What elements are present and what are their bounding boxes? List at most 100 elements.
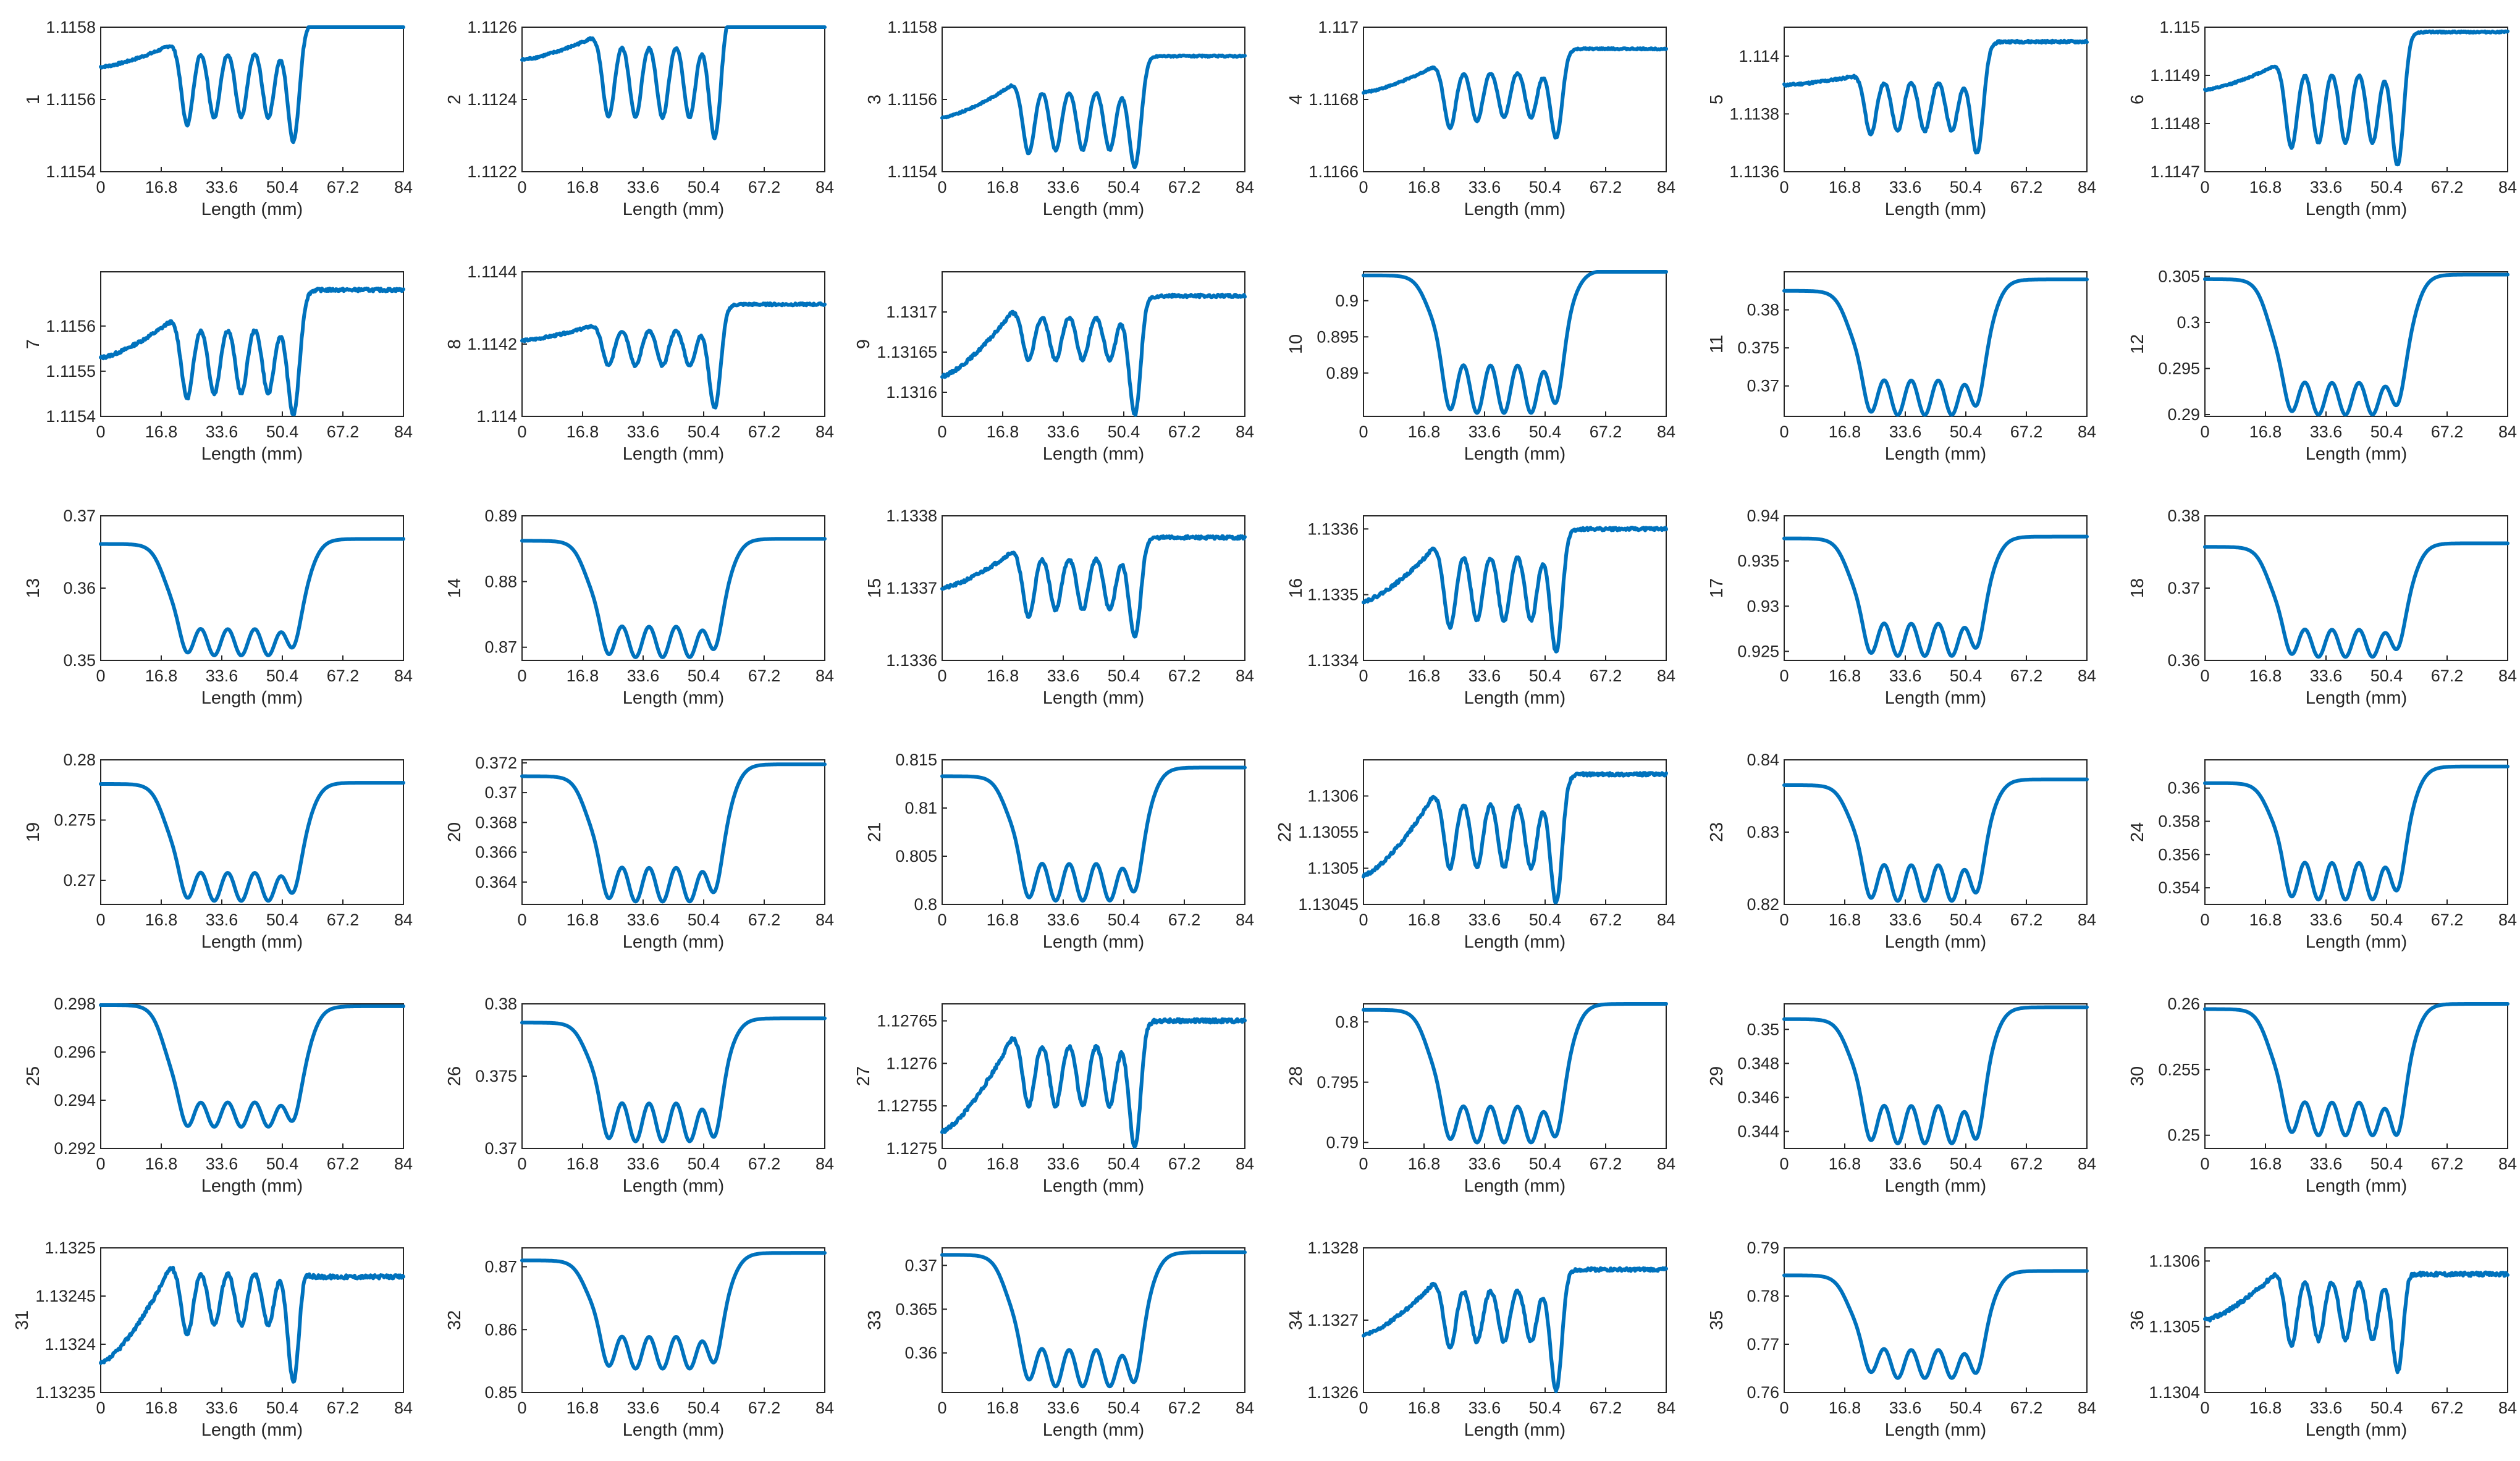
- y-axis-label: 15: [865, 578, 885, 598]
- series-line: [99, 1003, 405, 1129]
- y-tick-label: 0.36: [2167, 651, 2200, 670]
- x-tick-label: 33.6: [206, 1399, 238, 1417]
- x-tick-label: 16.8: [1408, 667, 1441, 685]
- x-tick-label: 84: [1236, 1399, 1254, 1417]
- subplot-15: 0 16.8 33.6 50.4 67.2 84 1.1336 1.1337 1.1338 15 L…: [865, 507, 1254, 708]
- y-axis-label: 9: [854, 339, 874, 349]
- x-tick-label: 16.8: [987, 1399, 1019, 1417]
- subplot-23: 0 16.8 33.6 50.4 67.2 84 0.82 0.83 0.84 23 Length …: [1707, 751, 2096, 952]
- x-tick-label: 84: [815, 667, 834, 685]
- x-tick-label: 33.6: [1047, 423, 1080, 441]
- y-axis-label: 23: [1707, 822, 1727, 842]
- x-tick-label: 50.4: [1950, 423, 1983, 441]
- y-tick-label: 1.12765: [877, 1012, 937, 1030]
- subplot-26: 0 16.8 33.6 50.4 67.2 84 0.37 0.375 0.38 26 Length…: [445, 995, 834, 1196]
- subplot-8: 0 16.8 33.6 50.4 67.2 84 1.114 1.1142 1.1144 8 Len…: [445, 263, 834, 464]
- x-tick-label: 67.2: [2010, 1399, 2043, 1417]
- y-tick-label: 0.366: [475, 843, 517, 862]
- y-tick-label: 0.375: [1737, 339, 1779, 357]
- x-axis-label: Length (mm): [1464, 1176, 1566, 1196]
- x-tick-label: 33.6: [1469, 178, 1501, 196]
- x-tick-label: 33.6: [1469, 911, 1501, 929]
- y-tick-label: 1.13165: [877, 343, 937, 361]
- x-tick-label: 84: [815, 178, 834, 196]
- x-tick-label: 16.8: [1408, 1155, 1441, 1173]
- x-tick-label: 84: [1236, 911, 1254, 929]
- subplot-6: 0 16.8 33.6 50.4 67.2 84 1.1147 1.1148 1.1149 1.1…: [2128, 18, 2517, 219]
- y-tick-label: 1.1324: [44, 1335, 96, 1354]
- x-tick-label: 0: [96, 1155, 105, 1173]
- axes-box: [2204, 515, 2508, 661]
- y-axis-label: 12: [2128, 334, 2147, 354]
- series-line: [940, 53, 1247, 169]
- series-line: [99, 537, 405, 657]
- x-tick-label: 84: [394, 178, 413, 196]
- y-tick-label: 1.1158: [46, 18, 96, 36]
- axes-box: [521, 271, 825, 417]
- y-tick-label: 1.1337: [886, 579, 937, 597]
- x-tick-label: 33.6: [1047, 667, 1080, 685]
- y-axis-label: 31: [12, 1310, 32, 1330]
- x-tick-label: 16.8: [987, 911, 1019, 929]
- x-tick-label: 16.8: [987, 1155, 1019, 1173]
- y-axis-label: 4: [1286, 95, 1306, 104]
- subplot-27: 0 16.8 33.6 50.4 67.2 84 1.1275 1.12755 1.1276 1.…: [854, 1003, 1254, 1196]
- y-tick-label: 0.36: [63, 579, 96, 597]
- x-tick-label: 67.2: [327, 423, 360, 441]
- x-tick-label: 33.6: [206, 178, 238, 196]
- y-axis-label: 22: [1275, 822, 1295, 842]
- x-tick-label: 16.8: [1408, 911, 1441, 929]
- x-tick-label: 0: [96, 667, 105, 685]
- series-line: [1362, 46, 1668, 140]
- y-axis-label: 26: [445, 1066, 465, 1086]
- y-tick-label: 1.1144: [467, 263, 517, 281]
- x-tick-label: 84: [2078, 1155, 2096, 1173]
- y-tick-label: 0.35: [63, 651, 96, 670]
- x-axis-label: Length (mm): [201, 444, 303, 464]
- x-axis-label: Length (mm): [1885, 688, 1986, 708]
- y-tick-label: 0.26: [2167, 995, 2200, 1013]
- y-tick-label: 1.1148: [2150, 114, 2200, 133]
- x-axis-label: Length (mm): [2306, 444, 2407, 464]
- x-tick-label: 16.8: [1408, 423, 1441, 441]
- y-tick-label: 1.1305: [1307, 859, 1359, 878]
- subplot-28: 0 16.8 33.6 50.4 67.2 84 0.79 0.795 0.8 28 Length …: [1286, 1002, 1675, 1196]
- x-tick-label: 50.4: [688, 667, 720, 685]
- x-tick-label: 0: [517, 178, 526, 196]
- x-tick-label: 50.4: [688, 1155, 720, 1173]
- y-tick-label: 0.85: [484, 1383, 517, 1402]
- y-tick-label: 1.1156: [46, 317, 96, 335]
- x-axis-label: Length (mm): [201, 932, 303, 952]
- x-tick-label: 33.6: [1889, 423, 1922, 441]
- axes-box: [2204, 759, 2508, 905]
- y-tick-label: 0.305: [2158, 267, 2200, 285]
- x-tick-label: 0: [1779, 1399, 1789, 1417]
- x-tick-label: 33.6: [1889, 1399, 1922, 1417]
- y-tick-label: 0.89: [484, 507, 517, 525]
- x-tick-label: 16.8: [567, 1155, 599, 1173]
- x-tick-label: 50.4: [266, 423, 299, 441]
- x-tick-label: 67.2: [1590, 911, 1622, 929]
- x-tick-label: 84: [1657, 423, 1675, 441]
- x-axis-label: Length (mm): [1885, 1176, 1986, 1196]
- series-line: [99, 287, 405, 416]
- y-tick-label: 0.86: [484, 1320, 517, 1339]
- y-tick-label: 0.295: [2158, 359, 2200, 377]
- series-line: [520, 25, 827, 141]
- x-tick-label: 50.4: [2370, 423, 2403, 441]
- y-tick-label: 0.815: [895, 751, 937, 769]
- subplot-13: 0 16.8 33.6 50.4 67.2 84 0.35 0.36 0.37 13 Length …: [23, 507, 413, 708]
- y-tick-label: 0.8: [1335, 1013, 1359, 1031]
- y-axis-label: 7: [23, 339, 43, 349]
- y-axis-label: 19: [23, 822, 43, 842]
- series-line: [520, 301, 827, 410]
- x-axis-label: Length (mm): [1043, 200, 1144, 219]
- series-line: [520, 1251, 827, 1371]
- x-tick-label: 33.6: [1047, 1399, 1080, 1417]
- x-tick-label: 67.2: [1168, 423, 1201, 441]
- x-tick-label: 67.2: [748, 178, 781, 196]
- x-tick-label: 33.6: [206, 911, 238, 929]
- x-tick-label: 0: [1359, 423, 1368, 441]
- y-tick-label: 0.925: [1737, 642, 1779, 660]
- x-tick-label: 0: [1779, 423, 1789, 441]
